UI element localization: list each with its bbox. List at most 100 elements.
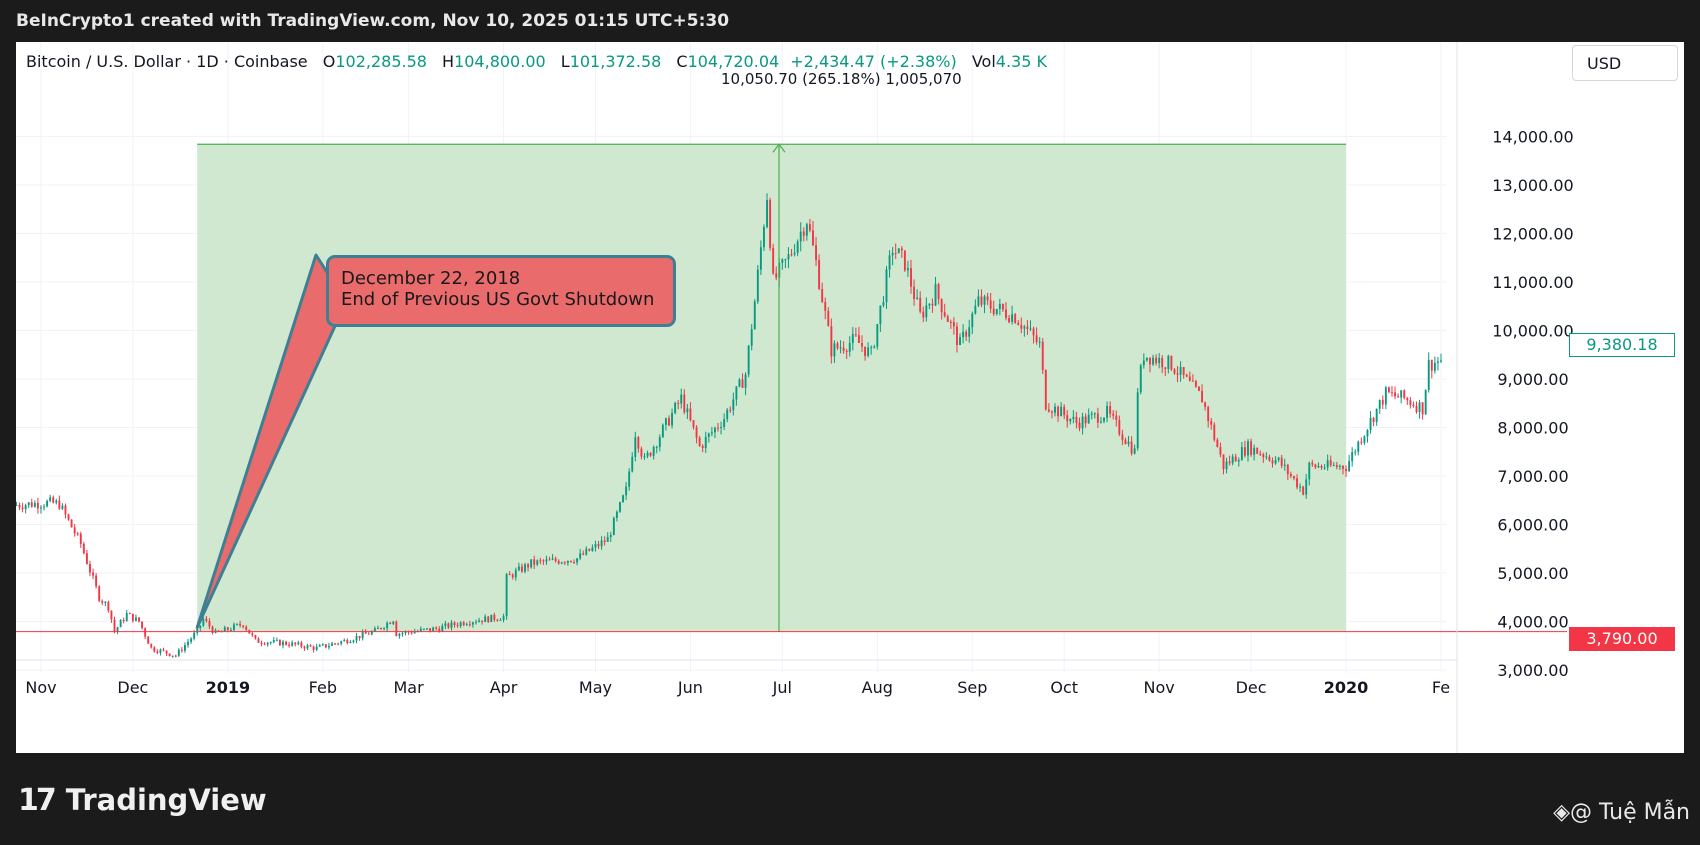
candle-body [1005,309,1007,318]
candle-body [747,345,750,375]
candle-body [603,540,606,542]
candle-body [664,418,667,425]
candle-body [358,635,361,639]
candle-body [156,651,159,653]
candle-body [1234,456,1237,462]
candle-body [1381,399,1384,405]
candle-body [692,420,695,428]
candle-body [233,624,235,630]
candle-body [1060,406,1063,417]
candle-body [361,631,364,639]
candle-body [815,245,817,261]
candle-body [793,252,796,255]
shutdown-callout[interactable]: December 22, 2018 End of Previous US Gov… [326,255,676,327]
candle-body [58,500,61,509]
y-tick-label: 8,000.00 [1497,419,1568,438]
x-tick-label: Apr [490,678,518,697]
candle-body [263,643,266,645]
candle-body [1115,415,1118,420]
candle-body [931,303,934,306]
candle-body [928,303,931,306]
candle-body [763,226,765,248]
candle-body [1087,414,1090,424]
candle-body [61,505,64,509]
currency-selector[interactable]: USD [1572,45,1678,81]
candle-body [79,533,82,544]
candle-body [174,655,177,657]
candle-body [1029,328,1032,330]
candle-body [1314,464,1317,468]
candle-body [392,621,395,624]
candle-body [643,456,646,458]
callout-text: End of Previous US Govt Shutdown [341,289,655,310]
candle-body [1084,416,1087,424]
candle-body [1351,452,1354,462]
candle-body [720,426,723,428]
candle-body [1296,478,1298,488]
candle-body [1127,441,1130,444]
candle-body [1139,365,1142,393]
candle-body [1198,386,1200,391]
candle-body [1391,392,1393,394]
candle-body [1167,355,1170,369]
chart-panel[interactable]: 3,000.00 4,000.00 5,000.00 6,000.00 7,000.00… [16,42,1684,753]
candle-body [82,543,85,554]
candle-body [836,343,839,349]
candle-body [21,507,24,510]
candle-body [1204,402,1207,407]
candle-body [239,623,242,626]
candle-body [1219,447,1222,455]
candle-body [1133,448,1136,454]
candle-body [1164,367,1167,369]
candle-body [612,517,615,536]
candle-body [940,298,943,313]
candle-body [43,506,45,508]
y-tick-label: 7,000.00 [1497,467,1568,486]
candle-body [343,639,346,642]
price-range-box[interactable] [197,144,1347,632]
candle-body [1378,399,1381,409]
x-tick-label: Sep [957,678,987,697]
candle-body [570,560,572,563]
candle-body [919,297,922,312]
candle-body [453,622,456,625]
candle-body [104,601,107,603]
candle-body [73,527,76,534]
open-label: O [322,52,336,71]
candle-body [370,631,373,635]
candle-body [1001,304,1004,310]
candle-body [649,452,652,456]
candle-body [331,643,333,646]
y-tick-label: 9,000.00 [1497,370,1568,389]
candle-body [438,628,441,632]
candle-body [628,471,631,487]
high-label: H [442,52,455,71]
candle-body [459,622,462,626]
candle-body [1366,430,1369,437]
candle-body [759,247,762,270]
candle-body [536,560,539,565]
candle-body [744,374,747,388]
candle-body [625,486,628,496]
candle-body [95,575,98,587]
candle-body [1207,406,1210,422]
candle-body [1216,439,1219,448]
candle-body [1054,406,1056,413]
price-chart[interactable]: 3,000.00 4,000.00 5,000.00 6,000.00 7,000.00… [16,42,1684,753]
candle-body [857,335,860,343]
candle-body [1335,465,1338,468]
candle-body [1440,360,1442,362]
candle-body [591,547,594,551]
candle-body [1387,387,1390,393]
candle-body [934,284,937,306]
candle-body [242,625,245,627]
candle-body [468,624,471,626]
candle-body [1103,417,1105,422]
symbol-name[interactable]: Bitcoin / U.S. Dollar · 1D · Coinbase [26,52,308,71]
candle-body [949,321,952,323]
candle-body [490,614,493,623]
candle-body [64,505,67,515]
candle-body [184,645,186,651]
candle-body [879,305,882,325]
tradingview-logo: 17 TradingView [18,780,267,820]
